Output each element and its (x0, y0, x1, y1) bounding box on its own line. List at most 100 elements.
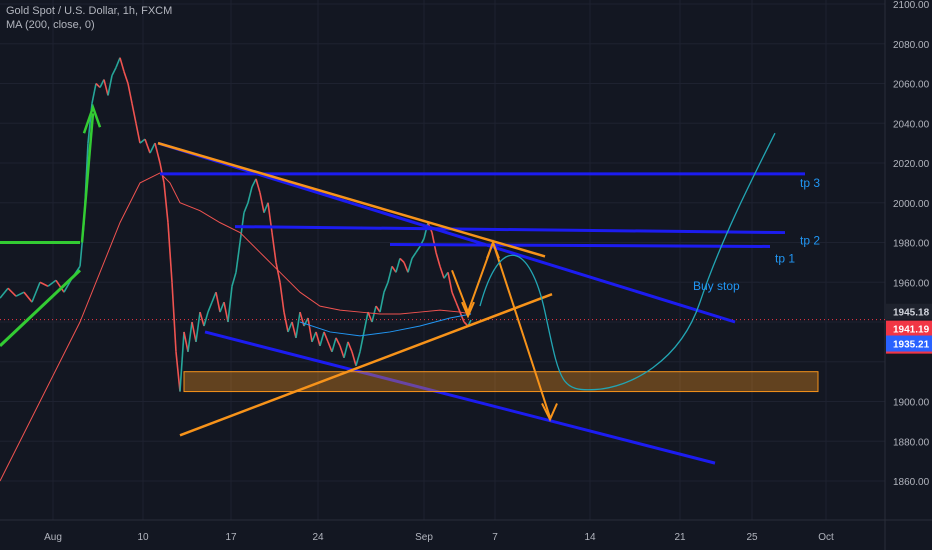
ma-short-line (299, 313, 472, 337)
price-segment (371, 305, 377, 323)
price-segment (99, 79, 105, 88)
green-arrow-shaft[interactable] (80, 113, 95, 243)
price-segment (455, 301, 461, 313)
x-tick-label: Sep (415, 532, 433, 543)
price-segment (295, 311, 301, 339)
price-segment (144, 138, 151, 154)
tp2-line[interactable] (234, 225, 786, 235)
arrow-head-3 (541, 403, 558, 422)
price-segment (179, 331, 185, 392)
symbol-title[interactable]: Gold Spot / U.S. Dollar, 1h, FXCM (6, 5, 173, 17)
price-segment (319, 331, 325, 347)
price-segment (347, 341, 353, 353)
price-segment (227, 286, 233, 323)
price-badge-bg (886, 303, 932, 320)
y-tick-label: 2000.00 (893, 199, 930, 210)
price-segment (39, 281, 49, 287)
buy-stop-label[interactable]: Buy stop (693, 279, 740, 293)
price-segment (247, 186, 253, 203)
price-segment (111, 67, 117, 76)
price-segment (103, 79, 109, 96)
price-segment (211, 291, 217, 303)
indicator-label[interactable]: MA (200, close, 0) (6, 19, 95, 31)
price-segment (327, 341, 333, 353)
price-segment (307, 317, 313, 343)
price-segment (187, 321, 193, 352)
projection-curve[interactable] (479, 132, 776, 391)
price-segment (259, 192, 265, 213)
price-segment (149, 142, 156, 154)
price-segment (275, 262, 281, 283)
price-segment (231, 272, 237, 287)
price-segment (131, 103, 137, 124)
tp2-label[interactable]: tp 2 (800, 234, 820, 248)
price-segment (235, 242, 241, 273)
price-badge-bg (886, 335, 932, 352)
price-segment (447, 272, 453, 293)
price-segment (154, 142, 161, 164)
price-segment (219, 301, 225, 313)
price-segment (123, 71, 129, 84)
lower-channel-line[interactable] (204, 330, 716, 465)
price-segment (411, 251, 417, 259)
orange-resistance-line[interactable] (157, 141, 546, 258)
price-segment (127, 83, 133, 104)
price-segment (207, 301, 213, 313)
y-tick-label: 2080.00 (893, 40, 930, 51)
y-tick-label: 1880.00 (893, 437, 930, 448)
price-segment (299, 311, 305, 327)
price-segment (135, 123, 141, 144)
price-segment (199, 311, 205, 327)
price-segment (191, 321, 197, 343)
price-segment (355, 351, 361, 366)
price-segment (243, 202, 249, 213)
chart-legend: Gold Spot / U.S. Dollar, 1h, FXCM MA (20… (6, 4, 172, 32)
orange-support-line[interactable] (179, 293, 553, 437)
price-segment (291, 321, 297, 339)
price-segment (459, 311, 465, 323)
tp1-label[interactable]: tp 1 (775, 251, 795, 265)
y-tick-label: 1980.00 (893, 239, 930, 250)
price-segment (183, 331, 189, 352)
price-segment (55, 279, 65, 293)
price-segment (311, 331, 317, 343)
price-segment (47, 279, 57, 287)
x-tick-label: 7 (492, 532, 498, 543)
price-segment (331, 337, 337, 353)
tp1-line[interactable] (389, 242, 771, 248)
y-tick-label: 1900.00 (893, 398, 930, 409)
green-trend-line[interactable] (0, 269, 82, 347)
price-segment (323, 331, 329, 343)
price-segment (163, 182, 169, 223)
price-segment (263, 202, 269, 213)
price-segment (439, 266, 445, 279)
x-tick-label: 21 (674, 532, 686, 543)
price-segment (251, 178, 257, 188)
price-segment (119, 57, 125, 72)
price-segment (255, 178, 261, 194)
price-segment (91, 83, 97, 104)
y-tick-label: 2020.00 (893, 159, 930, 170)
tp3-label[interactable]: tp 3 (800, 176, 820, 190)
price-badge-label: 1945.18 (893, 308, 930, 319)
price-segment (443, 271, 449, 279)
price-segment (215, 292, 221, 313)
price-segment (115, 57, 121, 68)
price-segment (375, 305, 381, 313)
price-segment (415, 246, 421, 253)
price-segment (303, 317, 309, 327)
price-segment (167, 222, 173, 283)
price-segment (195, 311, 201, 342)
price-segment (283, 311, 289, 333)
buy-zone-box[interactable] (183, 371, 819, 393)
price-segment (7, 287, 17, 297)
price-segment (395, 258, 401, 273)
ma-200-line (0, 172, 472, 482)
price-segment (351, 351, 357, 366)
price-segment (287, 321, 293, 333)
y-tick-label: 2040.00 (893, 119, 930, 130)
projection-path[interactable] (451, 239, 551, 418)
price-segment (0, 287, 9, 299)
green-arrow-head[interactable] (82, 103, 102, 134)
